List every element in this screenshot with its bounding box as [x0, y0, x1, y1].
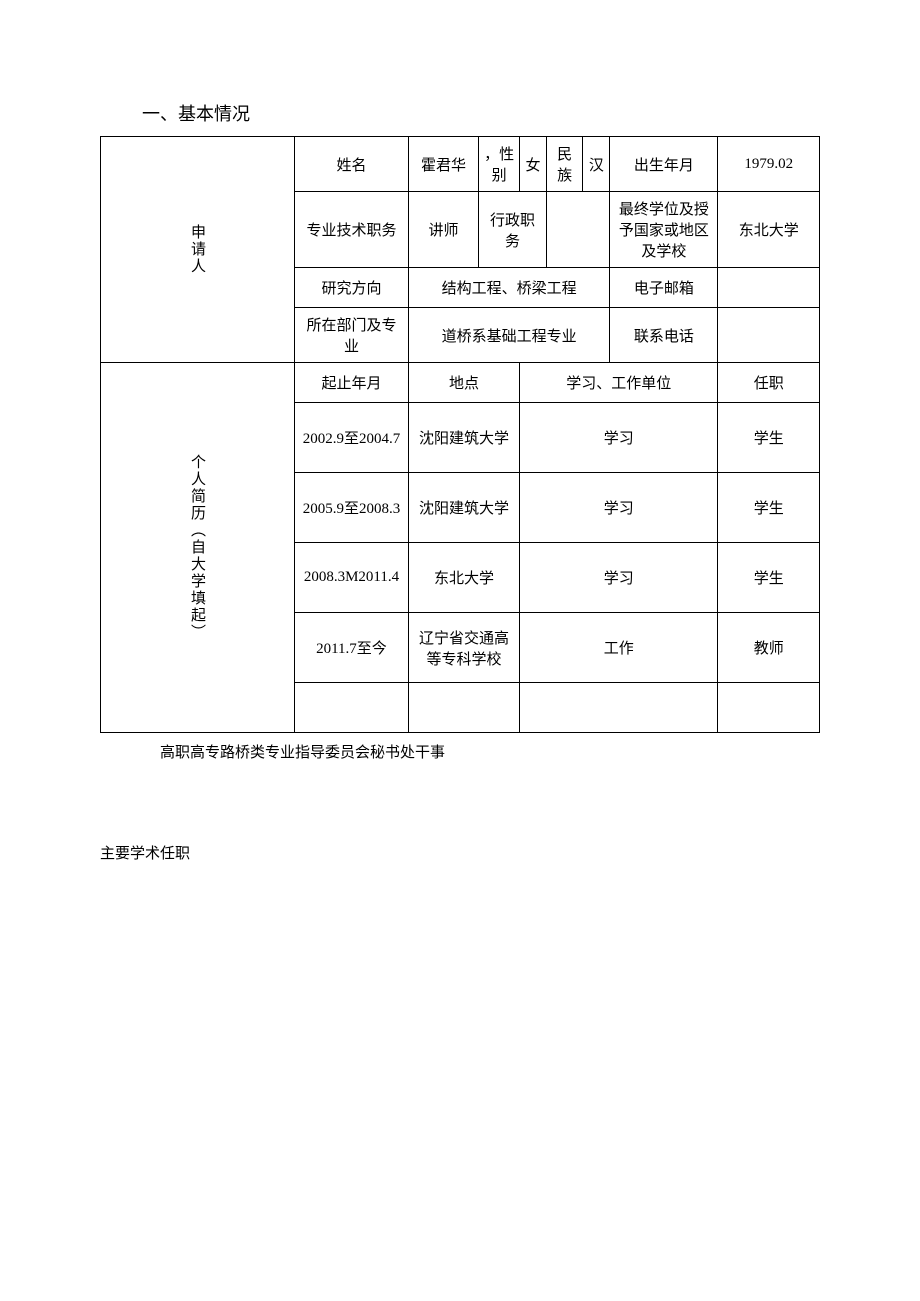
phone-label: 联系电话: [610, 308, 718, 363]
empty-cell: [408, 683, 519, 733]
resume-unit: 学习: [520, 403, 718, 473]
ethnicity-value: 汉: [583, 137, 610, 192]
email-value: [718, 268, 820, 308]
name-label: 姓名: [295, 137, 409, 192]
ethnicity-label: 民族: [546, 137, 583, 192]
tech-title-label: 专业技术职务: [295, 192, 409, 268]
admin-label: 行政职务: [479, 192, 547, 268]
gender-value: 女: [520, 137, 547, 192]
resume-period: 2011.7至今: [295, 613, 409, 683]
resume-header-position: 任职: [718, 363, 820, 403]
resume-position: 学生: [718, 543, 820, 613]
phone-value: [718, 308, 820, 363]
research-value: 结构工程、桥梁工程: [408, 268, 609, 308]
empty-cell: [295, 683, 409, 733]
email-label: 电子邮箱: [610, 268, 718, 308]
dept-label: 所在部门及专业: [295, 308, 409, 363]
resume-period: 2002.9至2004.7: [295, 403, 409, 473]
admin-value: [546, 192, 609, 268]
research-label: 研究方向: [295, 268, 409, 308]
resume-side-label: 个人简历（自大学填起）: [101, 363, 295, 733]
resume-location: 东北大学: [408, 543, 519, 613]
name-value: 霍君华: [408, 137, 478, 192]
gender-label: ，性别: [479, 137, 520, 192]
committee-text: 高职高专路桥类专业指导委员会秘书处干事: [160, 741, 820, 762]
resume-unit: 学习: [520, 543, 718, 613]
basic-info-table: 申请人 姓名 霍君华 ，性别 女 民族 汉 出生年月 1979.02 专业技术职…: [100, 136, 820, 733]
empty-cell: [718, 683, 820, 733]
resume-position: 教师: [718, 613, 820, 683]
resume-position: 学生: [718, 473, 820, 543]
resume-unit: 学习: [520, 473, 718, 543]
academic-position-title: 主要学术任职: [100, 842, 820, 863]
birth-label: 出生年月: [610, 137, 718, 192]
degree-value: 东北大学: [718, 192, 820, 268]
resume-location: 沈阳建筑大学: [408, 473, 519, 543]
degree-label: 最终学位及授予国家或地区及学校: [610, 192, 718, 268]
resume-header-location: 地点: [408, 363, 519, 403]
resume-period: 2008.3M2011.4: [295, 543, 409, 613]
resume-unit: 工作: [520, 613, 718, 683]
section-title: 一、基本情况: [142, 100, 820, 126]
resume-position: 学生: [718, 403, 820, 473]
dept-value: 道桥系基础工程专业: [408, 308, 609, 363]
birth-value: 1979.02: [718, 137, 820, 192]
resume-header-period: 起止年月: [295, 363, 409, 403]
tech-title-value: 讲师: [408, 192, 478, 268]
resume-location: 辽宁省交通高等专科学校: [408, 613, 519, 683]
applicant-side-label: 申请人: [101, 137, 295, 363]
resume-location: 沈阳建筑大学: [408, 403, 519, 473]
empty-cell: [520, 683, 718, 733]
resume-period: 2005.9至2008.3: [295, 473, 409, 543]
resume-header-unit: 学习、工作单位: [520, 363, 718, 403]
